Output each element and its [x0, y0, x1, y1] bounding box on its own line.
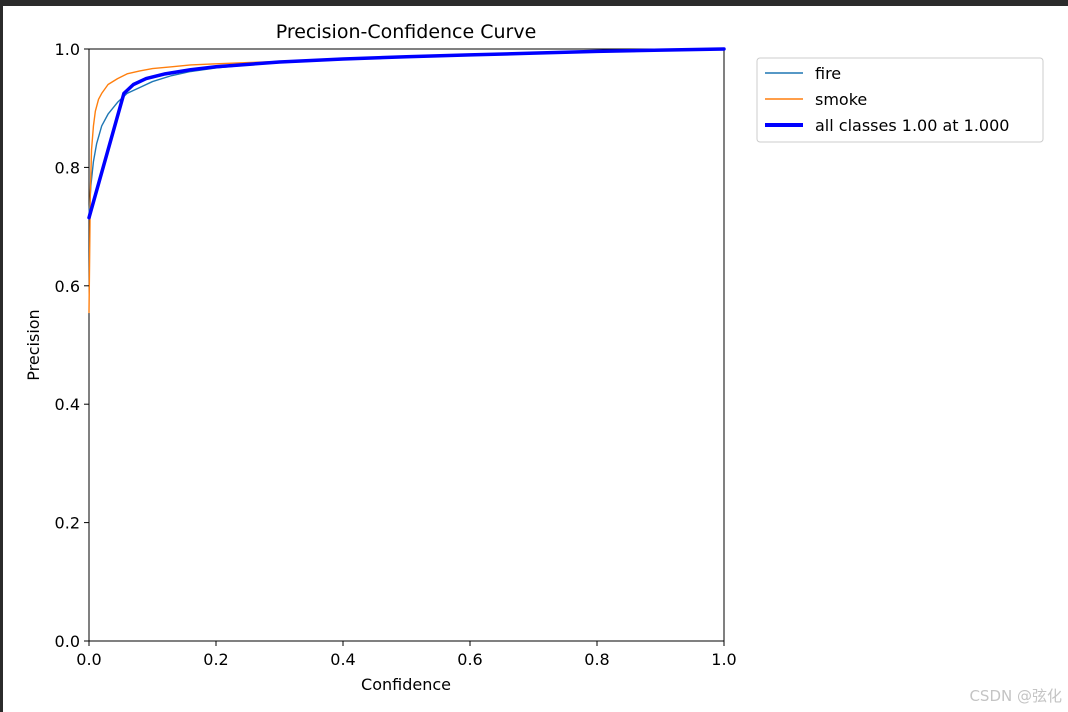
x-tick-label: 0.6 — [457, 650, 482, 669]
y-tick-label: 0.2 — [55, 514, 80, 533]
x-axis-label: Confidence — [361, 675, 451, 694]
series-lines — [87, 47, 726, 314]
legend: fire smoke all classes 1.00 at 1.000 — [756, 57, 1044, 143]
plot-area: 0.0 0.2 0.4 0.6 0.8 1.0 0.0 0.2 0.4 0.6 0.8 1.0 — [55, 40, 737, 669]
x-tick-label: 0.8 — [584, 650, 609, 669]
legend-label: all classes 1.00 at 1.000 — [815, 116, 1009, 135]
watermark: CSDN @弦化 — [969, 687, 1062, 705]
axes-frame — [88, 48, 725, 642]
y-tick-label: 0.4 — [55, 395, 80, 414]
legend-label: fire — [815, 64, 841, 83]
series-line-2 — [87, 47, 726, 220]
x-tick-label: 0.4 — [330, 650, 355, 669]
y-tick-label: 0.8 — [55, 158, 80, 177]
y-ticks: 0.0 0.2 0.4 0.6 0.8 1.0 — [55, 40, 89, 651]
y-tick-label: 0.6 — [55, 277, 80, 296]
x-tick-label: 0.0 — [76, 650, 101, 669]
x-tick-label: 0.2 — [203, 650, 228, 669]
x-tick-label: 1.0 — [711, 650, 736, 669]
legend-box — [756, 57, 1044, 143]
y-axis-label: Precision — [24, 309, 43, 380]
legend-label: smoke — [815, 90, 867, 109]
x-ticks: 0.0 0.2 0.4 0.6 0.8 1.0 — [76, 641, 737, 669]
window-top-border — [0, 0, 1068, 6]
window-left-border — [0, 0, 3, 712]
chart-title: Precision-Confidence Curve — [276, 21, 537, 43]
y-tick-label: 1.0 — [55, 40, 80, 59]
y-tick-label: 0.0 — [55, 632, 80, 651]
